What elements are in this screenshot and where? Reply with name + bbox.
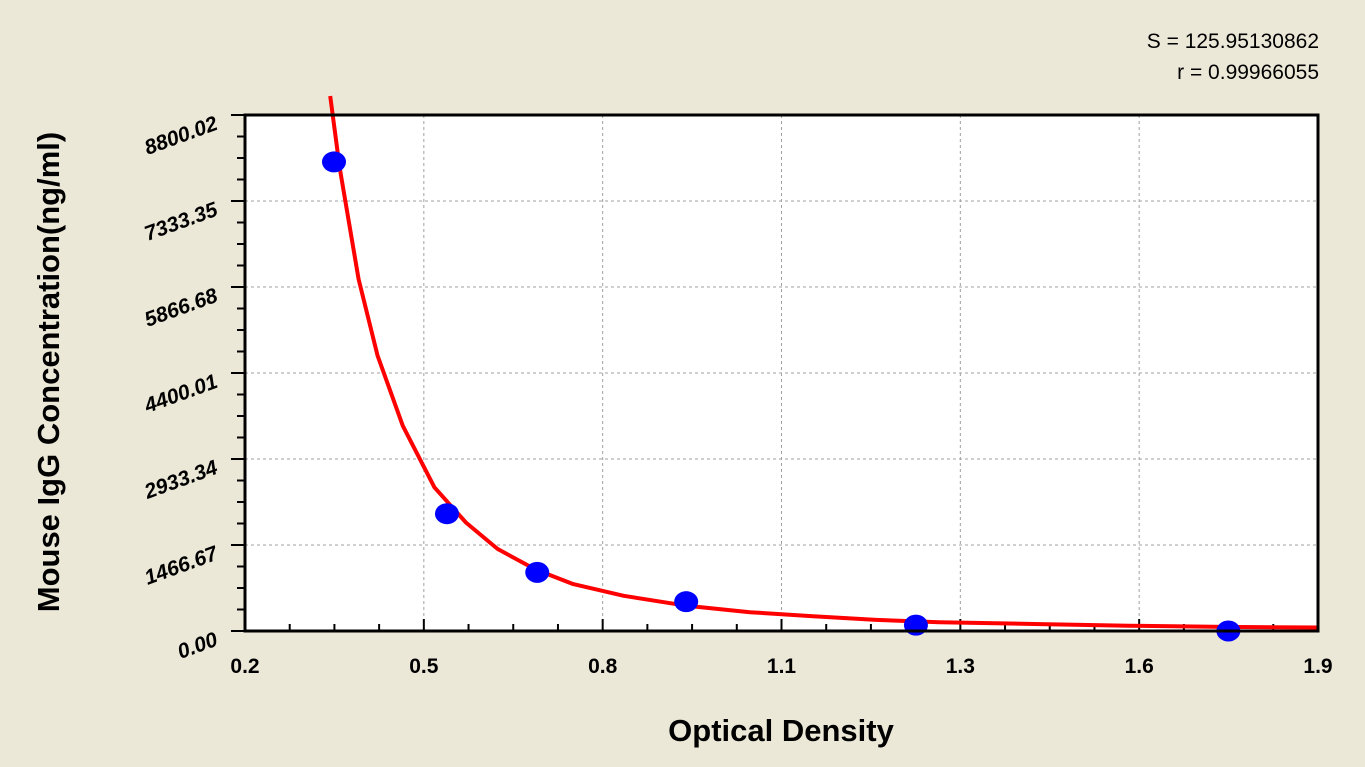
data-point: [321, 151, 346, 173]
x-tick-label: 1.6: [1125, 655, 1154, 678]
x-tick-label: 0.5: [409, 655, 439, 678]
x-tick-label: 1.1: [767, 655, 797, 678]
data-point: [525, 561, 550, 583]
gridlines: [245, 115, 1318, 631]
y-tick-label: 7333.35: [142, 198, 221, 246]
s-statistic: S = 125.95130862: [1146, 30, 1319, 53]
y-tick-labels: 0.00 1466.67 2933.34 4400.01 5866.68 7333.35 8…: [141, 112, 222, 664]
x-tick-labels: 0.2 0.5 0.8 1.1 1.3 1.6 1.9: [230, 655, 1332, 678]
fitted-curve: [328, 95, 1319, 630]
y-tick-label: 5866.68: [142, 284, 221, 332]
y-axis-title: Mouse IgG Concentration(ng/ml): [31, 132, 66, 613]
y-tick-label: 0.00: [174, 628, 221, 664]
y-tick-label: 4400.01: [141, 370, 221, 418]
data-point: [674, 591, 699, 613]
data-point: [434, 503, 459, 525]
y-tick-label: 1466.67: [142, 542, 222, 590]
y-tick-label: 8800.02: [142, 112, 221, 160]
y-tick-label: 2933.34: [141, 456, 221, 504]
x-tick-label: 1.9: [1303, 655, 1332, 678]
x-tick-label: 0.8: [588, 655, 618, 678]
x-tick-label: 0.2: [230, 655, 259, 678]
plot-frame: [243, 113, 1320, 633]
x-axis-title: Optical Density: [668, 713, 894, 748]
r-statistic: r = 0.99966055: [1177, 61, 1319, 84]
x-tick-label: 1.3: [946, 655, 975, 678]
